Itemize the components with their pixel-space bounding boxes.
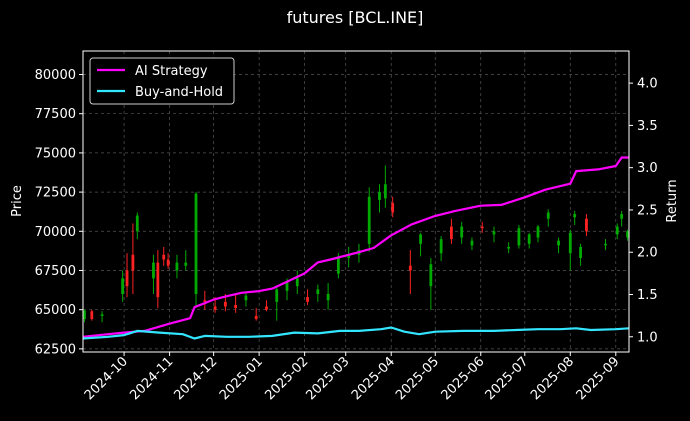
chart-title: futures [BCL.INE] bbox=[287, 8, 424, 27]
x-tick-label: 2024-11 bbox=[127, 354, 176, 403]
candle-body bbox=[585, 218, 588, 232]
candles bbox=[83, 165, 629, 323]
candle-body bbox=[184, 262, 188, 266]
candle-body bbox=[194, 193, 198, 294]
candle-body bbox=[573, 214, 577, 218]
y-left-tick-label: 75000 bbox=[35, 146, 76, 161]
x-tick-label: 2025-05 bbox=[393, 354, 442, 403]
candle-body bbox=[480, 226, 484, 229]
legend-label-buy-and-hold: Buy-and-Hold bbox=[135, 85, 223, 100]
y-left-tick-label: 70000 bbox=[35, 225, 76, 240]
candle-body bbox=[626, 231, 629, 238]
candle-body bbox=[175, 262, 179, 271]
candle-body bbox=[439, 239, 443, 254]
candle-body bbox=[135, 215, 139, 232]
y-axis-left-title: Price bbox=[10, 185, 25, 217]
x-tick-label: 2025-02 bbox=[262, 354, 311, 403]
y-left-tick-label: 80000 bbox=[35, 68, 76, 83]
candle-body bbox=[470, 240, 474, 246]
candle-body bbox=[254, 315, 258, 320]
y-right-tick-label: 1.0 bbox=[637, 330, 658, 345]
candle-body bbox=[90, 311, 94, 320]
x-tick-label: 2025-01 bbox=[217, 354, 266, 403]
candle-body bbox=[536, 226, 540, 238]
x-tick-label: 2025-09 bbox=[574, 354, 623, 403]
x-axis: 2024-102024-112024-122025-012025-022025-… bbox=[82, 352, 623, 403]
candle-body bbox=[275, 289, 279, 302]
candle-body bbox=[234, 304, 238, 309]
x-tick-label: 2025-06 bbox=[439, 354, 488, 403]
candle-body bbox=[223, 301, 227, 307]
series-lines bbox=[82, 156, 630, 340]
y-left-tick-label: 67500 bbox=[35, 264, 76, 279]
y-right-tick-label: 3.0 bbox=[637, 161, 658, 176]
legend-label-ai-strategy: AI Strategy bbox=[135, 64, 208, 79]
candle-body bbox=[162, 254, 166, 260]
candle-body bbox=[383, 184, 387, 199]
candle-body bbox=[450, 226, 453, 240]
y-left-tick-label: 62500 bbox=[35, 342, 76, 357]
candle-body bbox=[378, 192, 381, 200]
y-right-tick-label: 1.5 bbox=[637, 288, 658, 303]
series-line-ai-strategy bbox=[82, 156, 629, 338]
candle-body bbox=[156, 262, 160, 298]
y-right-tick-label: 4.0 bbox=[637, 77, 658, 92]
candle-body bbox=[306, 297, 309, 302]
x-tick-label: 2025-03 bbox=[304, 354, 353, 403]
candle-body bbox=[83, 310, 86, 320]
plot-frame bbox=[82, 50, 630, 353]
candle-body bbox=[125, 270, 129, 287]
x-tick-label: 2025-07 bbox=[483, 354, 532, 403]
candle-body bbox=[295, 278, 299, 287]
candle-body bbox=[265, 306, 268, 310]
candle-body bbox=[517, 228, 521, 246]
candle-body bbox=[507, 246, 511, 249]
candle-body bbox=[336, 256, 340, 274]
candle-body bbox=[152, 262, 155, 279]
candle-body bbox=[166, 259, 170, 266]
candle-body bbox=[604, 243, 607, 246]
candle-body bbox=[546, 212, 550, 219]
candle-body bbox=[100, 314, 104, 316]
candle-body bbox=[408, 265, 412, 271]
candle-body bbox=[527, 234, 531, 244]
y-right-tick-label: 2.0 bbox=[637, 246, 658, 261]
candle-body bbox=[244, 295, 248, 301]
candle-body bbox=[347, 254, 351, 258]
legend-box bbox=[89, 57, 235, 105]
candle-body bbox=[213, 306, 217, 310]
left-axis: 62500 65000 67500 70000 72500 75000 77500 80000 bbox=[35, 68, 83, 357]
candle-body bbox=[121, 278, 125, 294]
legend: AI Strategy Buy-and-Hold bbox=[89, 57, 235, 105]
candle-body bbox=[460, 226, 464, 238]
candle-body bbox=[429, 264, 433, 287]
candle-body bbox=[620, 214, 624, 219]
candle-body bbox=[568, 232, 572, 254]
x-tick-label: 2024-12 bbox=[171, 354, 220, 403]
y-left-tick-label: 72500 bbox=[35, 186, 76, 201]
candle-body bbox=[615, 226, 619, 235]
candle-body bbox=[203, 300, 207, 302]
x-tick-label: 2025-08 bbox=[528, 354, 577, 403]
series-line-buy-and-hold bbox=[82, 326, 630, 340]
y-right-tick-label: 3.5 bbox=[637, 119, 658, 134]
candle-body bbox=[391, 203, 395, 213]
y-right-tick-label: 2.5 bbox=[637, 203, 658, 218]
y-axis-right-title: Return bbox=[665, 179, 680, 222]
candle-body bbox=[326, 293, 330, 301]
candle-body bbox=[131, 254, 135, 271]
candle-body bbox=[285, 281, 289, 291]
candle-body bbox=[492, 231, 496, 235]
candle-body bbox=[557, 240, 560, 246]
y-left-tick-label: 65000 bbox=[35, 303, 76, 318]
candle-body bbox=[316, 289, 320, 294]
candle-body bbox=[367, 196, 371, 244]
x-tick-label: 2024-10 bbox=[82, 354, 131, 403]
right-axis: 1.0 1.5 2.0 2.5 3.0 3.5 4.0 bbox=[629, 77, 658, 345]
x-tick-label: 2025-04 bbox=[349, 354, 398, 403]
candle-body bbox=[579, 246, 582, 258]
candle-body bbox=[419, 234, 422, 244]
y-left-tick-label: 77500 bbox=[35, 107, 76, 122]
